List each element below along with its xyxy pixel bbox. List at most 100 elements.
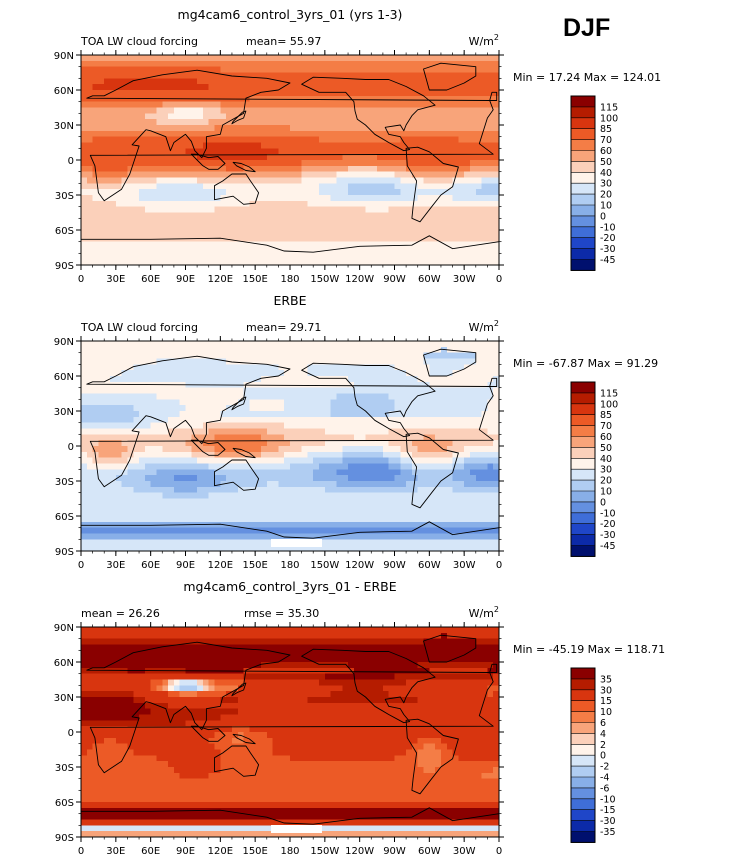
heatmap-cell [115,241,123,249]
heatmap-cell [202,171,210,179]
heatmap-cell [301,451,309,459]
heatmap-cell [278,113,285,120]
heatmap-cell [144,498,152,505]
heatmap-cell [429,393,436,400]
heatmap-cell [301,440,309,447]
heatmap-cell [278,358,285,365]
heatmap-cell [98,370,105,377]
heatmap-cell [330,195,338,202]
heatmap-cell [150,136,158,144]
heatmap-cell [150,451,158,459]
heatmap-cell [406,189,413,196]
heatmap-cell [156,411,163,418]
heatmap-cell [365,195,372,202]
heatmap-cell [353,358,361,365]
heatmap-cell [423,189,430,196]
heatmap-cell [272,393,279,400]
heatmap-cell [365,498,372,505]
heatmap-cell [359,253,367,260]
heatmap-cell [359,387,367,395]
heatmap-cell [284,492,291,500]
heatmap-cell [127,498,134,505]
heatmap-cell [226,446,233,453]
heatmap-cell [290,475,297,482]
heatmap-cell [214,393,221,400]
heatmap-cell [342,346,349,354]
heatmap-cell [394,165,401,173]
heatmap-cell [191,434,198,441]
heatmap-cell [342,218,349,225]
heatmap-cell [353,416,361,424]
heatmap-cell [237,183,245,190]
heatmap-cell [313,486,320,494]
coastline [86,69,494,202]
heatmap-cell [429,405,436,412]
heatmap-cell [272,218,279,225]
heatmap-cell [284,183,291,190]
heatmap-cell [144,346,152,354]
heatmap-cell [464,183,471,190]
heatmap-cell [469,84,477,91]
heatmap-cell [156,498,163,505]
heatmap-cell [202,78,210,85]
heatmap-cell [446,411,454,418]
heatmap-cell [313,440,320,447]
heatmap-cell [423,440,430,447]
heatmap-cell [301,230,309,237]
heatmap-cell [406,200,413,208]
heatmap-cell [371,218,378,225]
colorbar-label: -30 [600,244,616,255]
heatmap-cell [162,195,169,202]
heatmap-cell [179,510,187,517]
heatmap-cell [127,136,134,144]
heatmap-cell [359,247,367,254]
heatmap-cell [475,113,483,120]
heatmap-cell [469,387,477,395]
heatmap-cell [179,189,187,196]
heatmap-cell [452,341,459,348]
heatmap-cell [92,119,100,126]
heatmap-cell [162,405,169,412]
heatmap-cell [394,107,401,114]
heatmap-cell [301,387,309,395]
heatmap-cell [173,370,181,377]
heatmap-cell [377,346,384,354]
heatmap-cell [104,247,111,254]
heatmap-cell [429,130,436,138]
heatmap-cell [110,230,117,237]
heatmap-cell [313,358,320,365]
heatmap-cell [156,370,163,377]
heatmap-cell [307,218,314,225]
heatmap-cell [487,376,494,383]
heatmap-cell [487,160,494,167]
heatmap-cell [469,416,477,424]
heatmap-cell [110,422,117,430]
heatmap-cell [226,457,233,465]
heatmap-cell [144,393,152,400]
heatmap-cell [446,224,454,231]
heatmap-cell [197,113,204,120]
heatmap-cell [330,416,338,424]
heatmap-cell [144,183,152,190]
heatmap-cell [319,195,326,202]
heatmap-cell [243,446,250,453]
heatmap-cell [115,457,123,465]
heatmap-cell [388,259,396,266]
heatmap-cell [115,440,123,447]
heatmap-cell [290,101,297,109]
heatmap-cell [394,492,401,500]
heatmap-cell [475,119,483,126]
heatmap-cell [446,148,454,155]
heatmap-cell [266,399,274,406]
heatmap-cell [243,160,250,167]
heatmap-cell [348,440,355,447]
heatmap-cell [202,183,210,190]
heatmap-cell [202,405,210,412]
heatmap-cell [423,387,430,395]
x-tick-label: 90E [176,274,195,285]
panel-1: mg4cam6_control_3yrs_01 (yrs 1-3)TOA LW … [54,7,661,285]
heatmap-cell [220,364,227,371]
heatmap-cell [220,498,227,505]
heatmap-cell [226,148,233,155]
heatmap-cell [324,457,332,465]
